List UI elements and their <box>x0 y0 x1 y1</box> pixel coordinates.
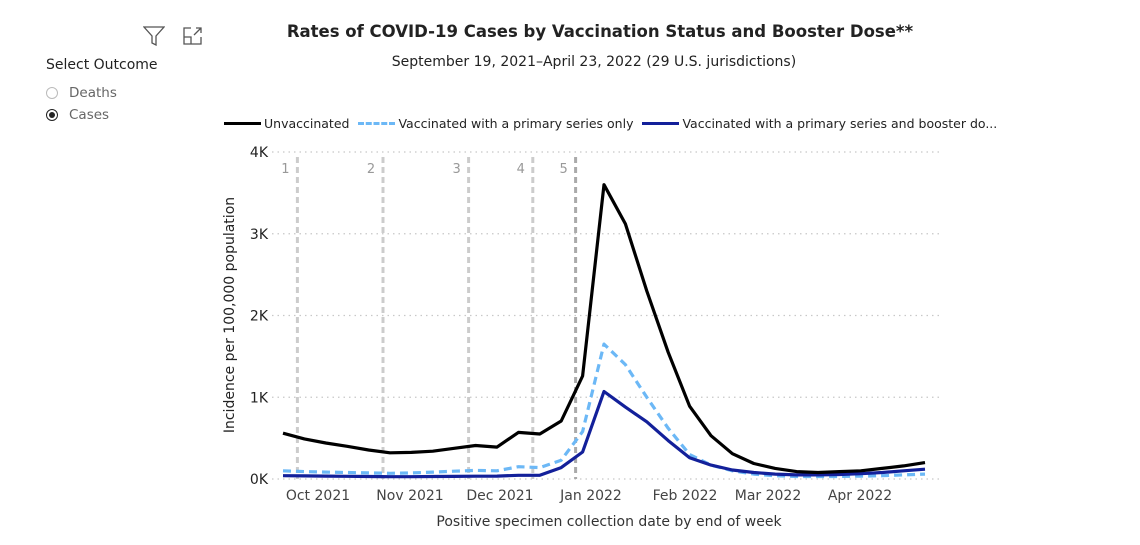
radio-button-icon[interactable] <box>46 87 58 99</box>
x-axis-title: Positive specimen collection date by end… <box>436 514 782 530</box>
y-tick-label: 3K <box>250 227 269 243</box>
x-tick-label: Apr 2022 <box>828 488 892 504</box>
x-tick-label: Dec 2021 <box>466 488 533 504</box>
radio-button-selected-icon[interactable] <box>46 109 58 121</box>
series-line-3 <box>282 389 926 479</box>
chart-title: Rates of COVID-19 Cases by Vaccination S… <box>286 22 914 41</box>
annotation-label: 2 <box>367 162 375 177</box>
x-tick-label: Oct 2021 <box>286 488 350 504</box>
legend-item[interactable]: Vaccinated with a primary series only <box>358 116 633 131</box>
chart-subtitle: September 19, 2021–April 23, 2022 (29 U.… <box>391 54 797 70</box>
y-tick-label: 1K <box>250 390 269 406</box>
annotation-label: 4 <box>517 162 525 177</box>
filter-icon[interactable] <box>142 26 166 50</box>
series-line-1 <box>282 183 926 475</box>
radio-deaths[interactable]: Deaths <box>46 85 117 101</box>
radio-label: Deaths <box>69 85 117 101</box>
radio-cases[interactable]: Cases <box>46 107 109 123</box>
x-tick-label: Mar 2022 <box>735 488 802 504</box>
x-tick-label: Nov 2021 <box>376 488 443 504</box>
y-tick-label: 2K <box>250 309 269 325</box>
y-tick-label: 0K <box>250 472 269 488</box>
series-line-2 <box>282 342 926 479</box>
legend-label: Unvaccinated <box>264 116 350 131</box>
radio-label: Cases <box>69 107 110 123</box>
annotation-label: 1 <box>281 162 289 177</box>
y-tick-label: 4K <box>250 145 269 161</box>
legend-swatch <box>358 122 396 125</box>
legend-label: Vaccinated with a primary series only <box>398 116 634 131</box>
legend-label: Vaccinated with a primary series and boo… <box>682 116 998 131</box>
legend-item[interactable]: Unvaccinated <box>224 116 349 131</box>
y-axis-title: Incidence per 100,000 population <box>222 197 238 433</box>
legend-swatch <box>642 122 680 125</box>
legend-item[interactable]: Vaccinated with a primary series and boo… <box>642 116 997 131</box>
focus-mode-icon[interactable] <box>182 26 204 50</box>
chart-legend: Unvaccinated Vaccinated with a primary s… <box>224 116 1006 131</box>
annotation-label: 5 <box>559 162 567 177</box>
x-tick-label: Jan 2022 <box>559 488 622 504</box>
filter-title: Select Outcome <box>46 57 158 73</box>
legend-swatch <box>224 122 261 125</box>
x-tick-label: Feb 2022 <box>653 488 718 504</box>
annotation-label: 3 <box>452 162 460 177</box>
